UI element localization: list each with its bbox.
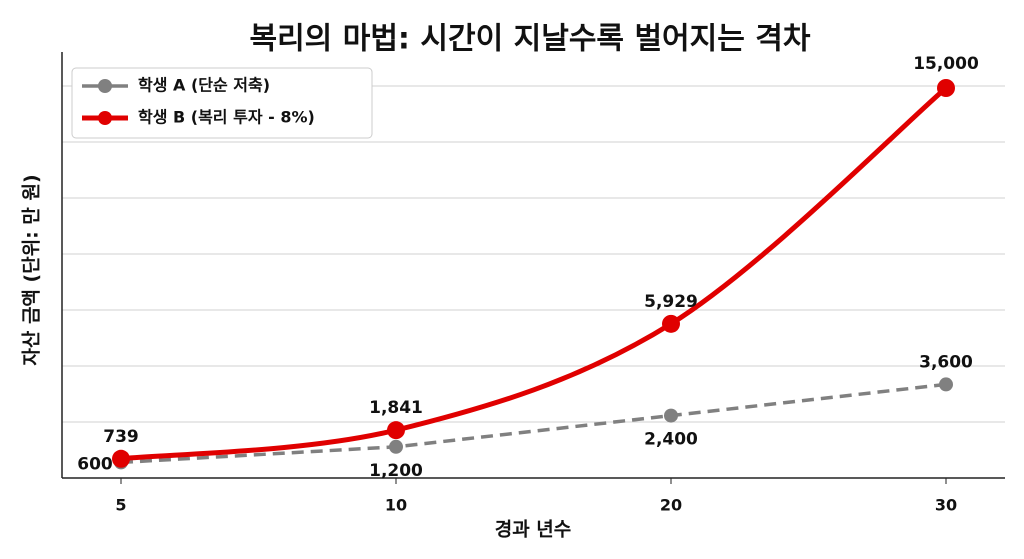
data-label: 739 — [103, 427, 139, 447]
legend-box — [71, 67, 373, 139]
series-line — [120, 382, 947, 465]
data-point — [937, 79, 955, 97]
y-axis-label: 자산 금액 (단위: 만 원) — [21, 174, 43, 365]
data-label: 2,400 — [644, 430, 698, 450]
x-tick-label: 20 — [660, 496, 682, 515]
data-point — [939, 377, 953, 392]
data-label: 1,841 — [369, 398, 423, 418]
x-tick-label: 5 — [115, 496, 126, 515]
data-point — [112, 449, 130, 468]
data-label: 5,929 — [644, 292, 698, 312]
legend-label: 학생 B (복리 투자 - 8%) — [138, 108, 315, 127]
data-label: 15,000 — [913, 54, 979, 74]
data-label: 3,600 — [919, 352, 973, 372]
legend-marker — [98, 111, 112, 125]
data-point — [664, 408, 678, 423]
chart-title: 복리의 마법: 시간이 지날수록 벌어지는 격차 — [249, 22, 810, 57]
x-tick-label: 10 — [385, 496, 407, 515]
x-tick-label: 30 — [935, 496, 957, 515]
x-axis-label: 경과 년수 — [495, 519, 572, 541]
data-point — [389, 439, 403, 454]
legend-label: 학생 A (단순 저축) — [138, 76, 270, 95]
series-line — [120, 86, 948, 462]
data-label: 600 — [77, 454, 113, 474]
data-point — [662, 314, 680, 333]
data-point — [387, 421, 405, 440]
legend-marker — [98, 79, 112, 93]
legend: 학생 A (단순 저축) 학생 B (복리 투자 - 8%) — [71, 67, 373, 139]
data-label: 1,200 — [369, 461, 423, 481]
